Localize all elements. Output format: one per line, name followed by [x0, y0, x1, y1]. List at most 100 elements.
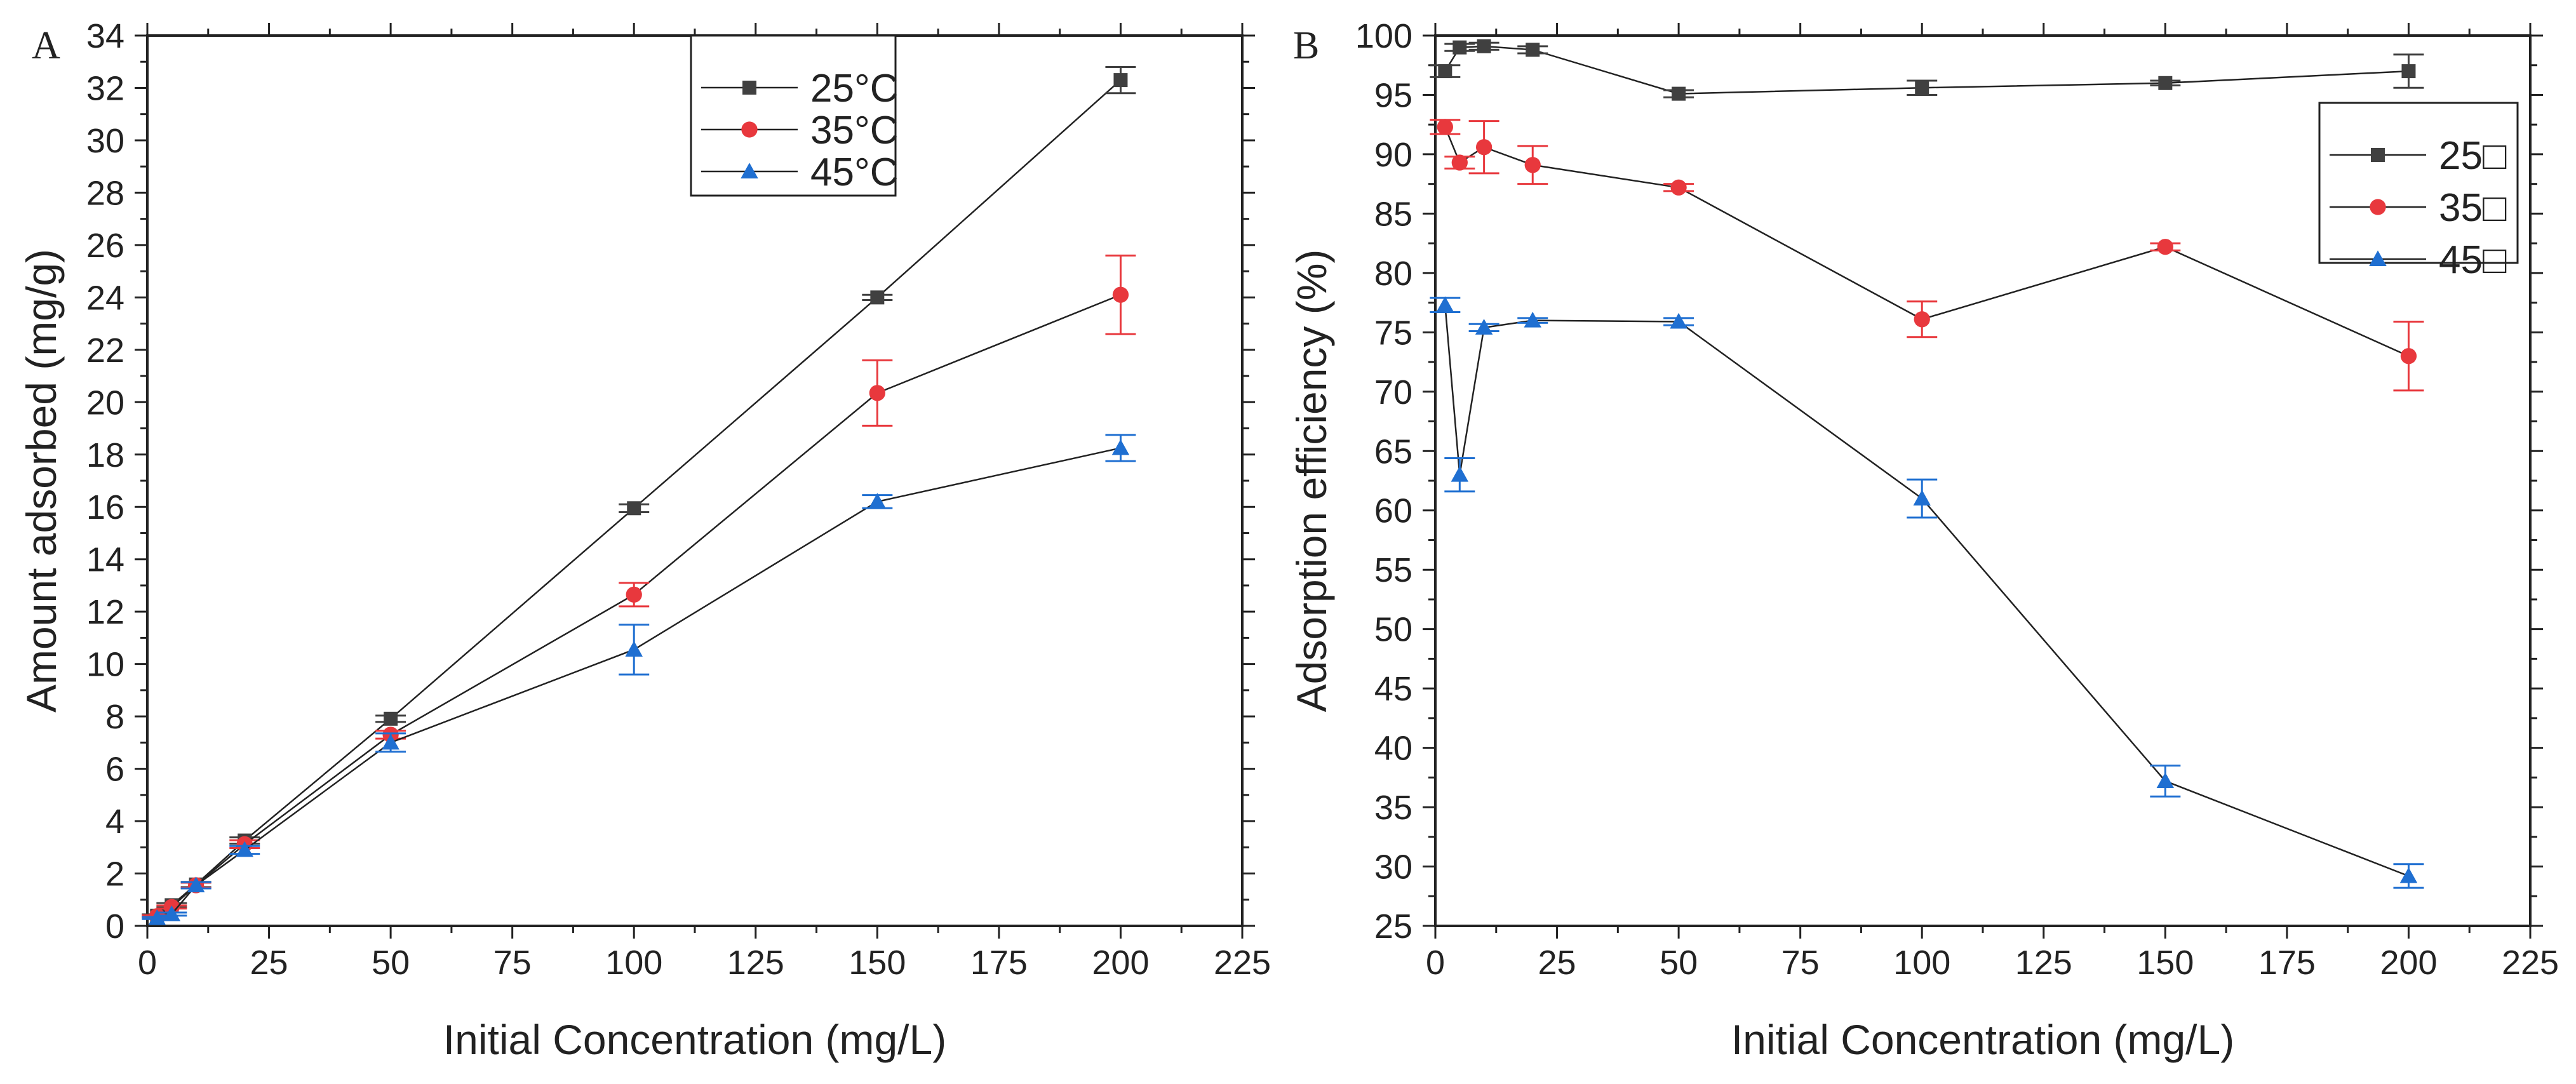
- a-y-tick-label: 6: [105, 751, 124, 789]
- panel-a-label: A: [32, 24, 60, 67]
- a-series-3-point: [868, 493, 887, 509]
- b-series-1-point: [1452, 40, 1467, 55]
- b-series-2: [1430, 119, 2424, 392]
- a-y-tick-label: 16: [86, 488, 124, 526]
- panel-a-x-axis: 0 25 50 75 100 125 150 175 200 225: [138, 23, 1271, 982]
- b-series-1-point: [1915, 81, 1929, 95]
- a-y-tick-label: 12: [86, 593, 124, 631]
- a-legend-marker-3: [741, 163, 758, 178]
- b-y-tick-label: 25: [1374, 907, 1412, 946]
- b-series-1-point: [2401, 64, 2416, 79]
- a-x-tick-label: 150: [849, 944, 906, 982]
- a-series-1-point: [870, 290, 885, 305]
- a-x-tick-label: 75: [493, 944, 532, 982]
- a-y-tick-label: 8: [105, 698, 124, 736]
- b-series-3: [1430, 296, 2424, 889]
- b-x-tick-label: 175: [2258, 944, 2316, 982]
- b-x-tick-label: 75: [1781, 944, 1820, 982]
- b-series-3-point: [1436, 296, 1454, 312]
- b-series-2-point: [2400, 348, 2417, 365]
- b-series-3-point: [1524, 311, 1541, 328]
- a-legend-marker-2: [741, 121, 758, 138]
- a-series-3-point: [148, 909, 166, 925]
- b-series-2-point: [1670, 179, 1687, 196]
- b-series-3-line: [1444, 305, 2409, 877]
- b-y-tick-label: 50: [1374, 611, 1412, 649]
- b-y-tick-label: 75: [1374, 314, 1412, 352]
- a-y-tick-label: 18: [86, 436, 124, 474]
- b-series-3-point: [1451, 465, 1469, 482]
- a-series-2-point: [1112, 286, 1129, 303]
- a-y-tick-label: 0: [105, 907, 124, 946]
- a-y-tick-label: 22: [86, 331, 124, 370]
- b-series-2-point: [1451, 154, 1468, 171]
- b-x-tick-label: 100: [1893, 944, 1950, 982]
- b-series-3-point: [2399, 867, 2418, 883]
- a-y-tick-label: 2: [105, 855, 124, 893]
- panel-b-series-layer: [1430, 39, 2424, 889]
- a-y-tick-label: 32: [86, 69, 124, 107]
- b-x-tick-label: 200: [2380, 944, 2437, 982]
- b-y-tick-label: 35: [1374, 789, 1412, 827]
- panel-a-adsorbed-amount-chart: A 0 25 50 75 100 125 150 175 200 225 024681012141…: [18, 17, 1271, 1063]
- panel-a-y-axis-title: Amount adsorbed (mg/g): [18, 249, 65, 713]
- a-y-tick-label: 34: [86, 17, 124, 55]
- a-series-3-point: [382, 733, 399, 750]
- b-y-tick-label: 95: [1374, 76, 1412, 114]
- b-y-tick-label: 80: [1374, 255, 1412, 293]
- b-series-1: [1430, 39, 2424, 101]
- panel-b-x-axis: 0 25 50 75 100 125 150 175 200 225: [1426, 23, 2559, 982]
- b-y-tick-label: 40: [1374, 730, 1412, 768]
- panel-b-legend: 25□ 35□ 45□: [2318, 102, 2519, 282]
- a-y-tick-label: 24: [86, 279, 124, 317]
- panel-b-y-axis-title: Adsorption efficiency (%): [1288, 250, 1335, 713]
- a-y-tick-label: 30: [86, 122, 124, 160]
- b-series-3-point: [1913, 490, 1931, 506]
- b-series-2-point: [2157, 239, 2173, 255]
- b-series-3-point: [1670, 312, 1687, 329]
- b-x-tick-label: 125: [2015, 944, 2072, 982]
- a-x-tick-label: 225: [1214, 944, 1271, 982]
- a-series-3-point: [187, 876, 205, 893]
- panel-b-adsorption-efficiency-chart: B 0 25 50 75 100 125 150 175 200 225 25 30 35 40 45 50…: [1288, 17, 2559, 1063]
- a-legend-label-2: 35°C: [810, 109, 899, 152]
- panel-a-legend: 25°C35°C45°C: [690, 34, 899, 197]
- b-y-tick-label: 55: [1374, 551, 1412, 589]
- b-y-tick-label: 65: [1374, 432, 1412, 471]
- panel-b-label: B: [1293, 24, 1319, 67]
- panel-b-legend-box: [2318, 102, 2519, 264]
- panel-a-legend-entries: 25°C35°C45°C: [701, 67, 899, 194]
- a-series-3: [142, 434, 1136, 925]
- a-x-tick-label: 50: [372, 944, 410, 982]
- b-series-2-point: [1524, 157, 1541, 173]
- panel-b-y-axis: 25 30 35 40 45 50 55 60 65 70 75 80 85 90 95 100: [1355, 17, 2543, 946]
- b-legend-marker-3: [2369, 250, 2387, 266]
- b-y-tick-label: 100: [1355, 17, 1412, 55]
- a-series-1-point: [627, 501, 641, 516]
- b-series-2-point: [1437, 119, 1453, 135]
- b-series-2-point: [1475, 139, 1493, 156]
- b-y-tick-label: 85: [1374, 195, 1412, 233]
- b-y-tick-label: 45: [1374, 670, 1412, 708]
- b-x-tick-label: 0: [1426, 944, 1445, 982]
- b-y-tick-label: 90: [1374, 136, 1412, 174]
- b-legend-label-3: 45□: [2439, 238, 2507, 282]
- a-legend-label-1: 25°C: [810, 67, 899, 110]
- panel-b-legend-entries: 25□ 35□ 45□: [2330, 134, 2507, 282]
- panel-a-legend-box: [690, 34, 897, 197]
- a-series-2-point: [626, 586, 642, 603]
- a-x-tick-label: 175: [970, 944, 1028, 982]
- b-series-1-point: [1672, 86, 1686, 101]
- b-legend-marker-2: [2370, 199, 2386, 215]
- b-series-3-point: [2156, 772, 2175, 788]
- a-series-3-point: [163, 905, 181, 921]
- b-y-tick-label: 30: [1374, 848, 1412, 887]
- b-y-tick-label: 60: [1374, 492, 1412, 530]
- b-series-1-point: [2158, 76, 2173, 90]
- a-series-3-point: [625, 641, 643, 657]
- a-series-3-line: [156, 447, 1121, 919]
- a-x-tick-label: 100: [605, 944, 662, 982]
